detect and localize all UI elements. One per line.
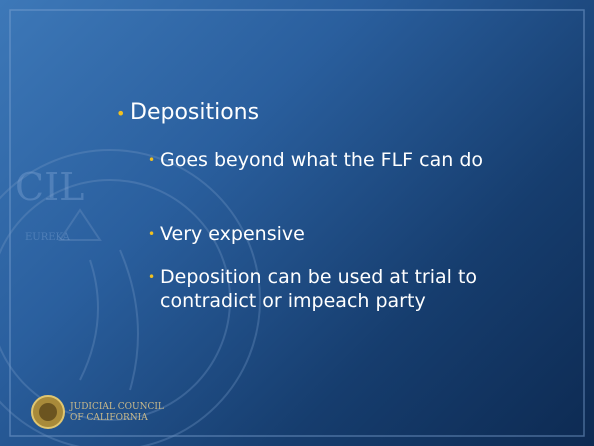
bullet: • [116, 104, 126, 123]
bullet: • [148, 153, 156, 167]
point: Deposition can be used at trial to contr… [160, 266, 478, 312]
point: Goes beyond what the FLF can do [160, 149, 484, 171]
point: Very expensive [160, 223, 305, 245]
footer-line: OF CALIFORNIA [70, 413, 148, 423]
footer-line: JUDICIAL COUNCIL [70, 402, 164, 412]
bullet: • [148, 227, 156, 241]
bullet: • [148, 270, 156, 284]
footer: JUDICIAL COUNCIL OF CALIFORNIA [70, 402, 164, 424]
svg-text:EUREKA: EUREKA [25, 232, 71, 243]
svg-text:CIL: CIL [15, 165, 84, 209]
heading: Depositions [130, 100, 260, 125]
